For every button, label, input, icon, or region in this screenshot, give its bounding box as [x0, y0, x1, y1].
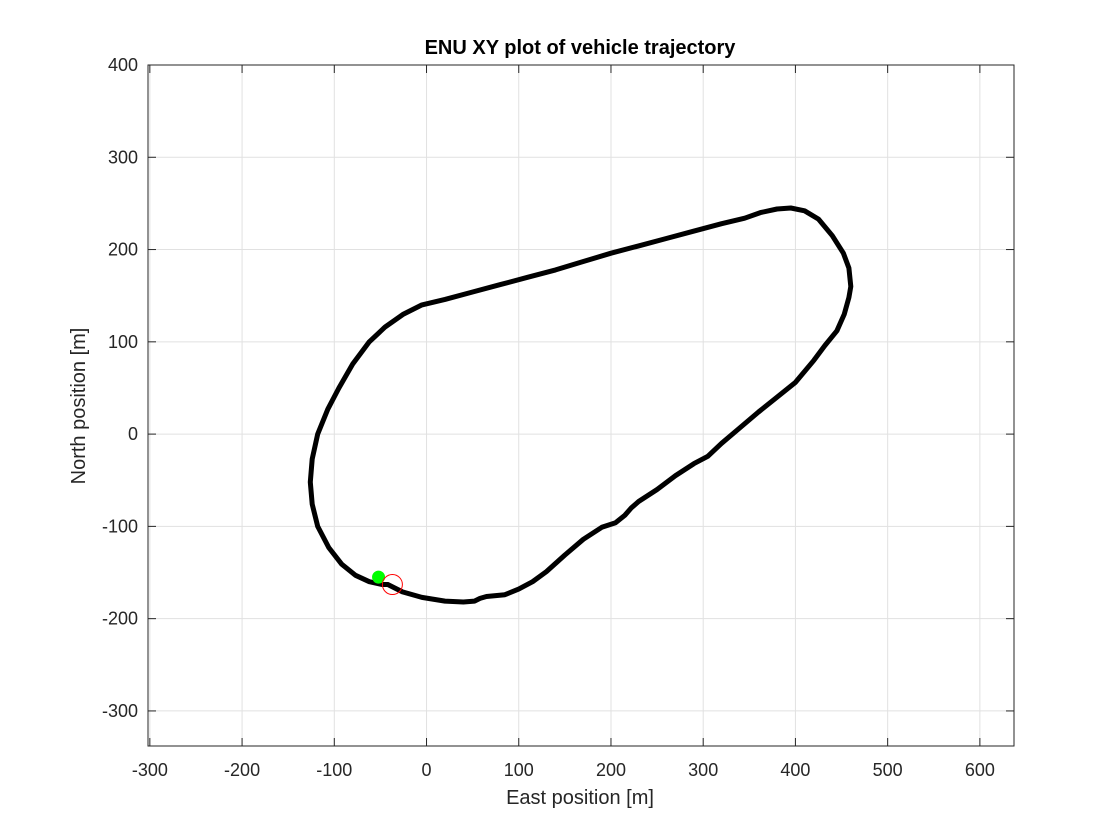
y-tick-label: 0 [128, 424, 138, 444]
y-tick-label: 300 [108, 147, 138, 167]
x-tick-label: 0 [422, 760, 432, 780]
trajectory-line [307, 205, 854, 605]
chart-title: ENU XY plot of vehicle trajectory [425, 37, 737, 59]
x-tick-label: -100 [316, 760, 352, 780]
x-tick-label: 300 [688, 760, 718, 780]
y-tick-label: -100 [102, 516, 138, 536]
plot-series [307, 205, 854, 605]
plot-frame [147, 64, 1015, 747]
y-tick-label: -300 [102, 701, 138, 721]
x-tick-label: 400 [780, 760, 810, 780]
y-tick-label: 100 [108, 332, 138, 352]
x-tick-label: -300 [132, 760, 168, 780]
end-marker [381, 574, 403, 596]
start-marker [372, 570, 386, 584]
x-tick-label: 200 [596, 760, 626, 780]
axis-ticks: -300 -200 -100 0 100 200 300 400 500 600 -300 -200 -… [102, 55, 1014, 780]
x-tick-label: 600 [965, 760, 995, 780]
x-tick-label: -200 [224, 760, 260, 780]
y-tick-label: -200 [102, 609, 138, 629]
y-tick-label: 400 [108, 55, 138, 75]
x-axis-label: East position [m] [506, 787, 654, 809]
grid-lines [148, 64, 1014, 746]
x-tick-label: 500 [873, 760, 903, 780]
y-axis-label: North position [m] [68, 328, 90, 485]
x-tick-label: 100 [504, 760, 534, 780]
y-tick-label: 200 [108, 240, 138, 260]
